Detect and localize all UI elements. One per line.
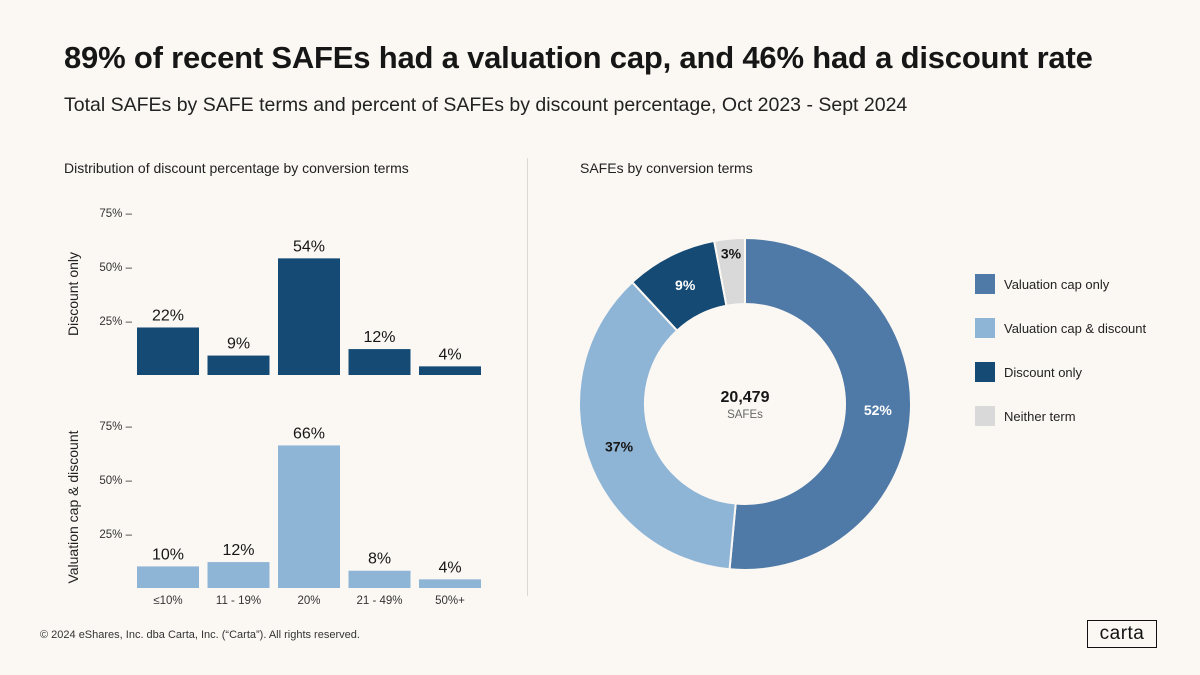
- donut-slice-label: 3%: [721, 246, 742, 262]
- x-tick-label: 50%+: [435, 595, 465, 607]
- bar-valuation-cap-and-discount-3: [348, 570, 411, 588]
- donut-slice-label: 52%: [864, 402, 893, 418]
- legend-label: Valuation cap & discount: [1004, 320, 1147, 336]
- x-tick-label: 11 - 19%: [216, 595, 261, 607]
- bar-value-label: 12%: [363, 329, 395, 346]
- bar-value-label: 12%: [222, 542, 254, 559]
- x-tick-label: 20%: [297, 595, 320, 607]
- bar-panel-discount-only: 25% – 50% – 75% – Discount only 22% 9% 54% 12% 4…: [65, 208, 481, 375]
- donut-legend: Valuation cap only Valuation cap & disco…: [975, 262, 1146, 438]
- bar-chart-title: Distribution of discount percentage by c…: [64, 160, 409, 176]
- legend-swatch-valuation-cap-only: [975, 274, 995, 294]
- page-subtitle: Total SAFEs by SAFE terms and percent of…: [64, 94, 908, 116]
- y-tick-label: 75% –: [99, 421, 132, 433]
- legend-item-valuation-cap-and-discount: Valuation cap & discount: [975, 306, 1146, 350]
- panel-divider: [527, 158, 528, 596]
- donut-center-label: SAFEs: [727, 409, 763, 421]
- legend-item-valuation-cap-only: Valuation cap only: [975, 262, 1146, 306]
- legend-label: Valuation cap only: [1004, 276, 1110, 292]
- y-tick-label: 50% –: [99, 475, 132, 487]
- bar-discount-only-1: [207, 355, 270, 375]
- bar-discount-only-3: [348, 349, 411, 375]
- y-tick-label: 75% –: [99, 208, 132, 220]
- bar-discount-only-4: [419, 366, 481, 375]
- y-tick-label: 25% –: [99, 316, 132, 328]
- donut-slice-valuation-cap-and-discount: [578, 280, 737, 571]
- bar-value-label: 9%: [227, 336, 250, 353]
- legend-label: Neither term: [1004, 408, 1076, 424]
- bar-value-label: 10%: [152, 546, 184, 563]
- bar-charts: 25% – 50% – 75% – Discount only 22% 9% 54% 12% 4…: [65, 208, 481, 607]
- bar-valuation-cap-and-discount-4: [419, 579, 481, 588]
- bar-value-label: 4%: [438, 346, 461, 363]
- donut-slice-label: 9%: [675, 277, 696, 293]
- bar-value-label: 54%: [293, 238, 325, 255]
- donut-chart: 52% 37% 9% 3% 20,479 SAFEs: [578, 236, 912, 571]
- bar-valuation-cap-and-discount-1: [207, 562, 270, 588]
- bar-value-label: 66%: [293, 425, 325, 442]
- bar-discount-only-2: [278, 258, 340, 375]
- bar-valuation-cap-and-discount-2: [278, 445, 340, 588]
- bar-discount-only-0: [137, 327, 199, 375]
- donut-chart-title: SAFEs by conversion terms: [580, 160, 753, 176]
- bar-value-label: 22%: [152, 307, 184, 324]
- legend-swatch-neither-term: [975, 406, 995, 426]
- x-tick-label: ≤10%: [153, 595, 182, 607]
- bar-series-label: Discount only: [65, 252, 81, 336]
- legend-item-discount-only: Discount only: [975, 350, 1146, 394]
- donut-slice-label: 37%: [605, 439, 634, 455]
- x-tick-label: 21 - 49%: [356, 595, 402, 607]
- bar-value-label: 8%: [368, 551, 391, 568]
- y-tick-label: 25% –: [99, 529, 132, 541]
- bar-series-label: Valuation cap & discount: [65, 430, 81, 583]
- legend-label: Discount only: [1004, 364, 1083, 380]
- donut-slice-valuation-cap-only: [728, 236, 912, 571]
- donut-center-value: 20,479: [721, 389, 770, 406]
- bar-valuation-cap-and-discount-0: [137, 566, 199, 588]
- bar-panel-valuation-cap-and-discount: 25% – 50% – 75% – Valuation cap & discount 1…: [65, 421, 481, 588]
- legend-item-neither-term: Neither term: [975, 394, 1146, 438]
- legend-swatch-discount-only: [975, 362, 995, 382]
- donut-slice-neither-term: [713, 236, 746, 307]
- y-tick-label: 50% –: [99, 262, 132, 274]
- page-title: 89% of recent SAFEs had a valuation cap,…: [64, 40, 1093, 75]
- bar-value-label: 4%: [438, 559, 461, 576]
- legend-swatch-valuation-cap-and-discount: [975, 318, 995, 338]
- carta-logo: carta: [1087, 620, 1157, 648]
- copyright-footer: © 2024 eShares, Inc. dba Carta, Inc. (“C…: [40, 629, 360, 641]
